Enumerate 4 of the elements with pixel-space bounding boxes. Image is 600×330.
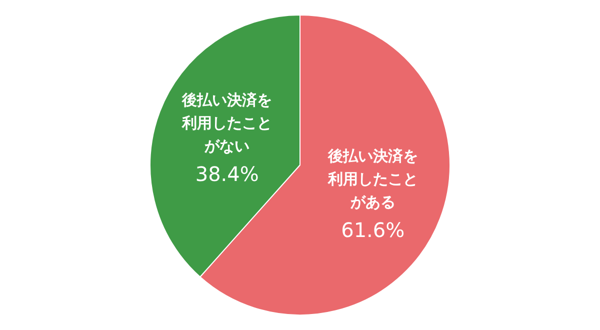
data-label: 38.4% bbox=[195, 162, 259, 186]
slice-label: 後払い決済を利用したことがある bbox=[326, 146, 418, 211]
slice-label: 後払い決済を利用したことがない bbox=[181, 91, 272, 156]
data-label: 61.6% bbox=[341, 218, 405, 242]
